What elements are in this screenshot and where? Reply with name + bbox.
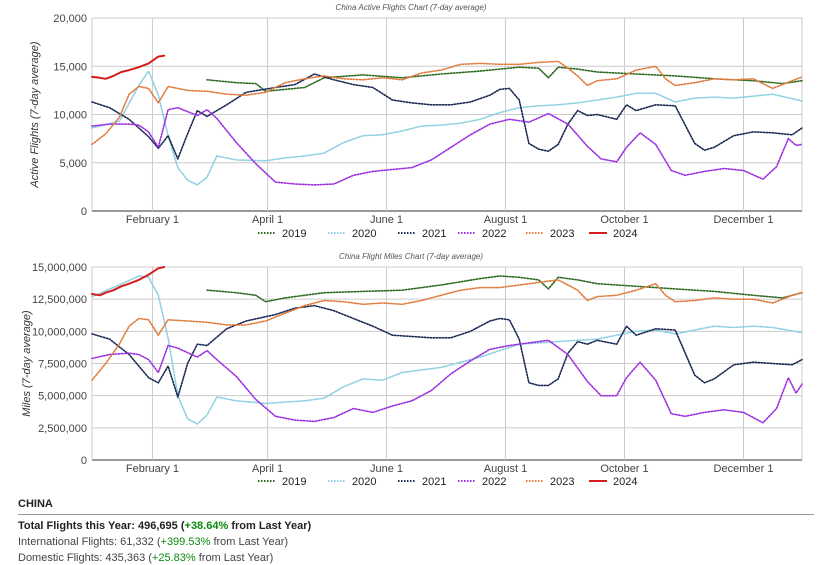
domestic-flights-value: 435,363	[105, 552, 146, 564]
legend-label-2021: 2021	[422, 228, 446, 240]
summary-panel: CHINA Total Flights this Year: 496,695 (…	[18, 498, 814, 565]
total-flights-label: Total Flights this Year:	[18, 520, 135, 532]
charts-canvas: China Active Flights Chart (7-day averag…	[21, 3, 803, 488]
domestic-flights-change: +25.83%	[151, 552, 196, 564]
total-flights-value: 496,695	[138, 520, 178, 532]
x-tick-label: June 1	[370, 214, 403, 226]
y-tick-label: 15,000,000	[32, 262, 87, 274]
legend-label-2019: 2019	[282, 228, 306, 240]
total-flights-suffix: from Last Year)	[231, 520, 312, 532]
legend-label-2021: 2021	[422, 476, 446, 488]
y-tick-label: 5,000	[59, 158, 87, 170]
y-axis-label: Active Flights (7-day average)	[29, 41, 41, 188]
international-flights-value: 61,332	[120, 536, 154, 548]
domestic-flights-suffix: from Last Year)	[198, 552, 274, 564]
legend-label-2020: 2020	[352, 228, 376, 240]
chart-title: China Flight Miles Chart (7-day average)	[339, 252, 483, 261]
y-tick-label: 2,500,000	[38, 423, 87, 435]
y-tick-label: 12,500,000	[32, 294, 87, 306]
series-line-2020	[91, 275, 803, 425]
y-tick-label: 15,000	[53, 61, 87, 73]
x-tick-label: December 1	[714, 214, 774, 226]
region-title: CHINA	[18, 498, 814, 515]
x-tick-label: August 1	[484, 463, 527, 475]
total-flights-line: Total Flights this Year: 496,695 (+38.64…	[18, 519, 814, 533]
x-tick-label: February 1	[126, 463, 179, 475]
y-tick-label: 7,500,000	[38, 359, 87, 371]
series-line-2024	[91, 54, 166, 80]
x-tick-label: April 1	[252, 214, 283, 226]
series-line-2020	[91, 70, 803, 186]
y-tick-label: 5,000,000	[38, 391, 87, 403]
y-tick-label: 10,000	[53, 110, 87, 122]
x-tick-label: October 1	[600, 463, 648, 475]
y-tick-label: 10,000,000	[32, 326, 87, 338]
x-tick-label: February 1	[126, 214, 179, 226]
x-tick-label: June 1	[370, 463, 403, 475]
series-line-2019	[206, 66, 803, 93]
international-flights-change: +399.53%	[160, 536, 211, 548]
chart-1: China Active Flights Chart (7-day averag…	[29, 3, 803, 240]
legend-label-2022: 2022	[482, 476, 506, 488]
chart-2: China Flight Miles Chart (7-day average)…	[21, 252, 803, 488]
chart-title: China Active Flights Chart (7-day averag…	[336, 3, 487, 12]
x-tick-label: October 1	[600, 214, 648, 226]
international-flights-line: International Flights: 61,332 (+399.53% …	[18, 535, 814, 549]
y-tick-label: 0	[81, 206, 87, 218]
x-tick-label: August 1	[484, 214, 527, 226]
x-tick-label: December 1	[714, 463, 774, 475]
y-tick-label: 20,000	[53, 13, 87, 25]
y-axis-label: Miles (7-day average)	[21, 310, 33, 417]
legend-label-2023: 2023	[550, 476, 574, 488]
domestic-flights-line: Domestic Flights: 435,363 (+25.83% from …	[18, 551, 814, 565]
series-line-2019	[206, 275, 803, 303]
series-line-2022	[91, 106, 803, 186]
series-line-2024	[91, 266, 166, 297]
legend-label-2024: 2024	[613, 228, 637, 240]
international-flights-label: International Flights:	[18, 536, 118, 548]
legend-label-2019: 2019	[282, 476, 306, 488]
series-line-2023	[91, 60, 803, 146]
international-flights-open: (	[156, 536, 161, 548]
international-flights-suffix: from Last Year)	[213, 536, 289, 548]
total-flights-change: +38.64%	[184, 520, 229, 532]
series-line-2022	[91, 339, 803, 424]
domestic-flights-label: Domestic Flights:	[18, 552, 103, 564]
legend-label-2023: 2023	[550, 228, 574, 240]
legend-label-2024: 2024	[613, 476, 637, 488]
legend-label-2022: 2022	[482, 228, 506, 240]
legend-label-2020: 2020	[352, 476, 376, 488]
series-line-2023	[91, 279, 803, 382]
y-tick-label: 0	[81, 455, 87, 467]
series-line-2021	[91, 304, 803, 398]
domestic-flights-open: (	[148, 552, 152, 564]
x-tick-label: April 1	[252, 463, 283, 475]
total-flights-open: (	[180, 520, 185, 532]
series-line-2021	[91, 73, 803, 160]
